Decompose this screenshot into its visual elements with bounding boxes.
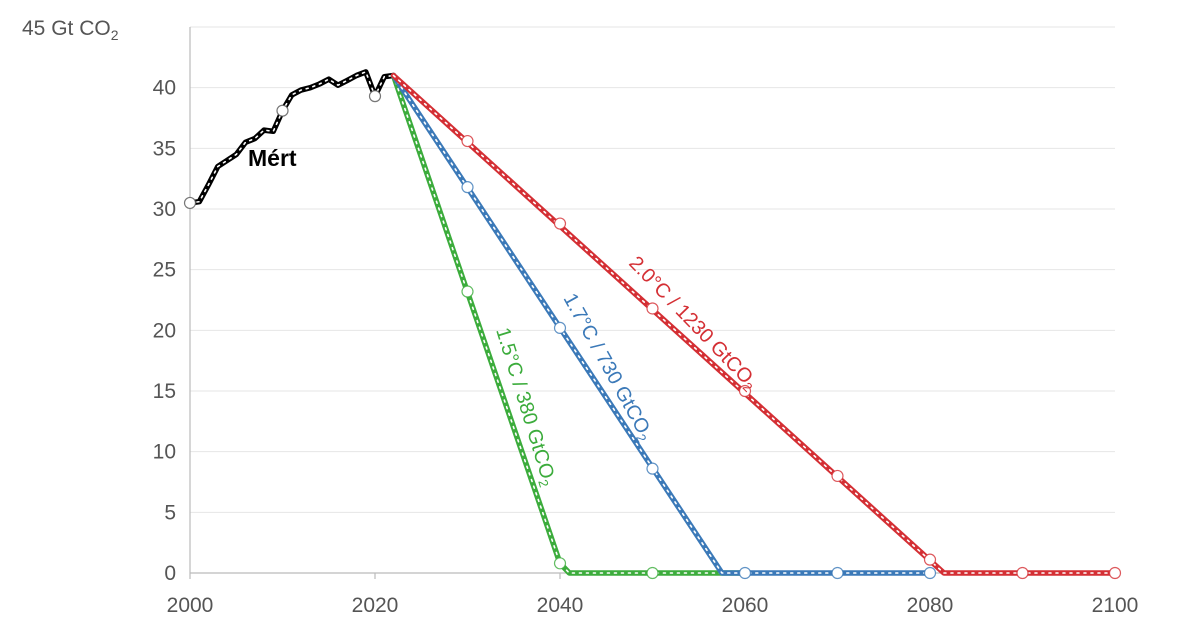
data-point-2-0c bbox=[1108, 566, 1122, 580]
series-line-measured bbox=[187, 69, 397, 206]
data-point-1-7c bbox=[461, 181, 474, 194]
y-unit-text: Gt CO bbox=[51, 17, 111, 40]
data-point-measured bbox=[276, 104, 289, 117]
data-point-1-5c bbox=[646, 566, 659, 580]
data-point-1-5c bbox=[553, 557, 567, 570]
series-label-1-7c-text: 1.7°C / 730 GtCO bbox=[559, 290, 654, 438]
x-tick-label: 2000 bbox=[167, 594, 214, 617]
y-tick-label: 20 bbox=[153, 319, 176, 342]
y-tick-label: 35 bbox=[153, 137, 176, 160]
data-point-1-7c bbox=[923, 566, 937, 580]
series-label-2-0c-text: 2.0°C / 1230 GtCO bbox=[624, 252, 757, 388]
axes: 0 5 10 15 20 25 30 35 40 2000 2020 2040 2060 2080 2100 bbox=[153, 27, 1139, 617]
series-lines bbox=[187, 69, 1118, 576]
x-tick-label: 2100 bbox=[1092, 594, 1139, 617]
series-markers bbox=[183, 90, 1122, 580]
data-point-1-7c bbox=[738, 566, 752, 580]
data-point-2-0c bbox=[831, 469, 844, 483]
y-unit-prefix: 45 bbox=[22, 17, 51, 40]
y-tick-label: 0 bbox=[164, 562, 176, 585]
series-dots-2-0c bbox=[392, 74, 1116, 574]
series-label-1-7c: 1.7°C / 730 GtCO2 bbox=[557, 290, 658, 445]
y-tick-label: 15 bbox=[153, 380, 176, 403]
data-point-1-7c bbox=[831, 566, 844, 580]
y-tick-label: 30 bbox=[153, 198, 176, 221]
data-point-2-0c bbox=[923, 553, 937, 566]
x-tick-label: 2060 bbox=[722, 594, 769, 617]
y-tick-label: 5 bbox=[164, 501, 176, 524]
data-point-1-7c bbox=[553, 321, 567, 335]
data-point-2-0c bbox=[461, 134, 474, 148]
grid bbox=[190, 26, 1115, 513]
data-point-2-0c bbox=[738, 384, 752, 398]
data-point-1-5c bbox=[461, 285, 474, 298]
series-label-1-5c-sub: 2 bbox=[535, 478, 551, 489]
series-label-2-0c: 2.0°C / 1230 GtCO2 bbox=[623, 252, 762, 395]
series-dots-measured bbox=[189, 70, 395, 204]
data-point-2-0c bbox=[553, 217, 567, 230]
data-point-2-0c bbox=[646, 302, 659, 315]
series-line-2-0c bbox=[390, 72, 1118, 576]
data-point-2-0c bbox=[1016, 566, 1029, 580]
x-tick-label: 2040 bbox=[537, 594, 584, 617]
y-tick-label: 25 bbox=[153, 259, 176, 282]
series-label-measured: Mért bbox=[248, 145, 297, 171]
x-tick-label: 2080 bbox=[907, 594, 954, 617]
data-point-measured bbox=[368, 90, 382, 103]
data-point-measured bbox=[183, 196, 197, 210]
data-point-1-7c bbox=[646, 462, 659, 475]
x-tick-label: 2020 bbox=[352, 594, 399, 617]
y-unit-subscript: 2 bbox=[111, 27, 119, 43]
series-dots-1-7c bbox=[392, 74, 931, 574]
y-axis-unit-label: 45 Gt CO2 bbox=[22, 17, 119, 43]
y-tick-label: 40 bbox=[153, 77, 176, 100]
y-tick-label: 10 bbox=[153, 441, 176, 464]
